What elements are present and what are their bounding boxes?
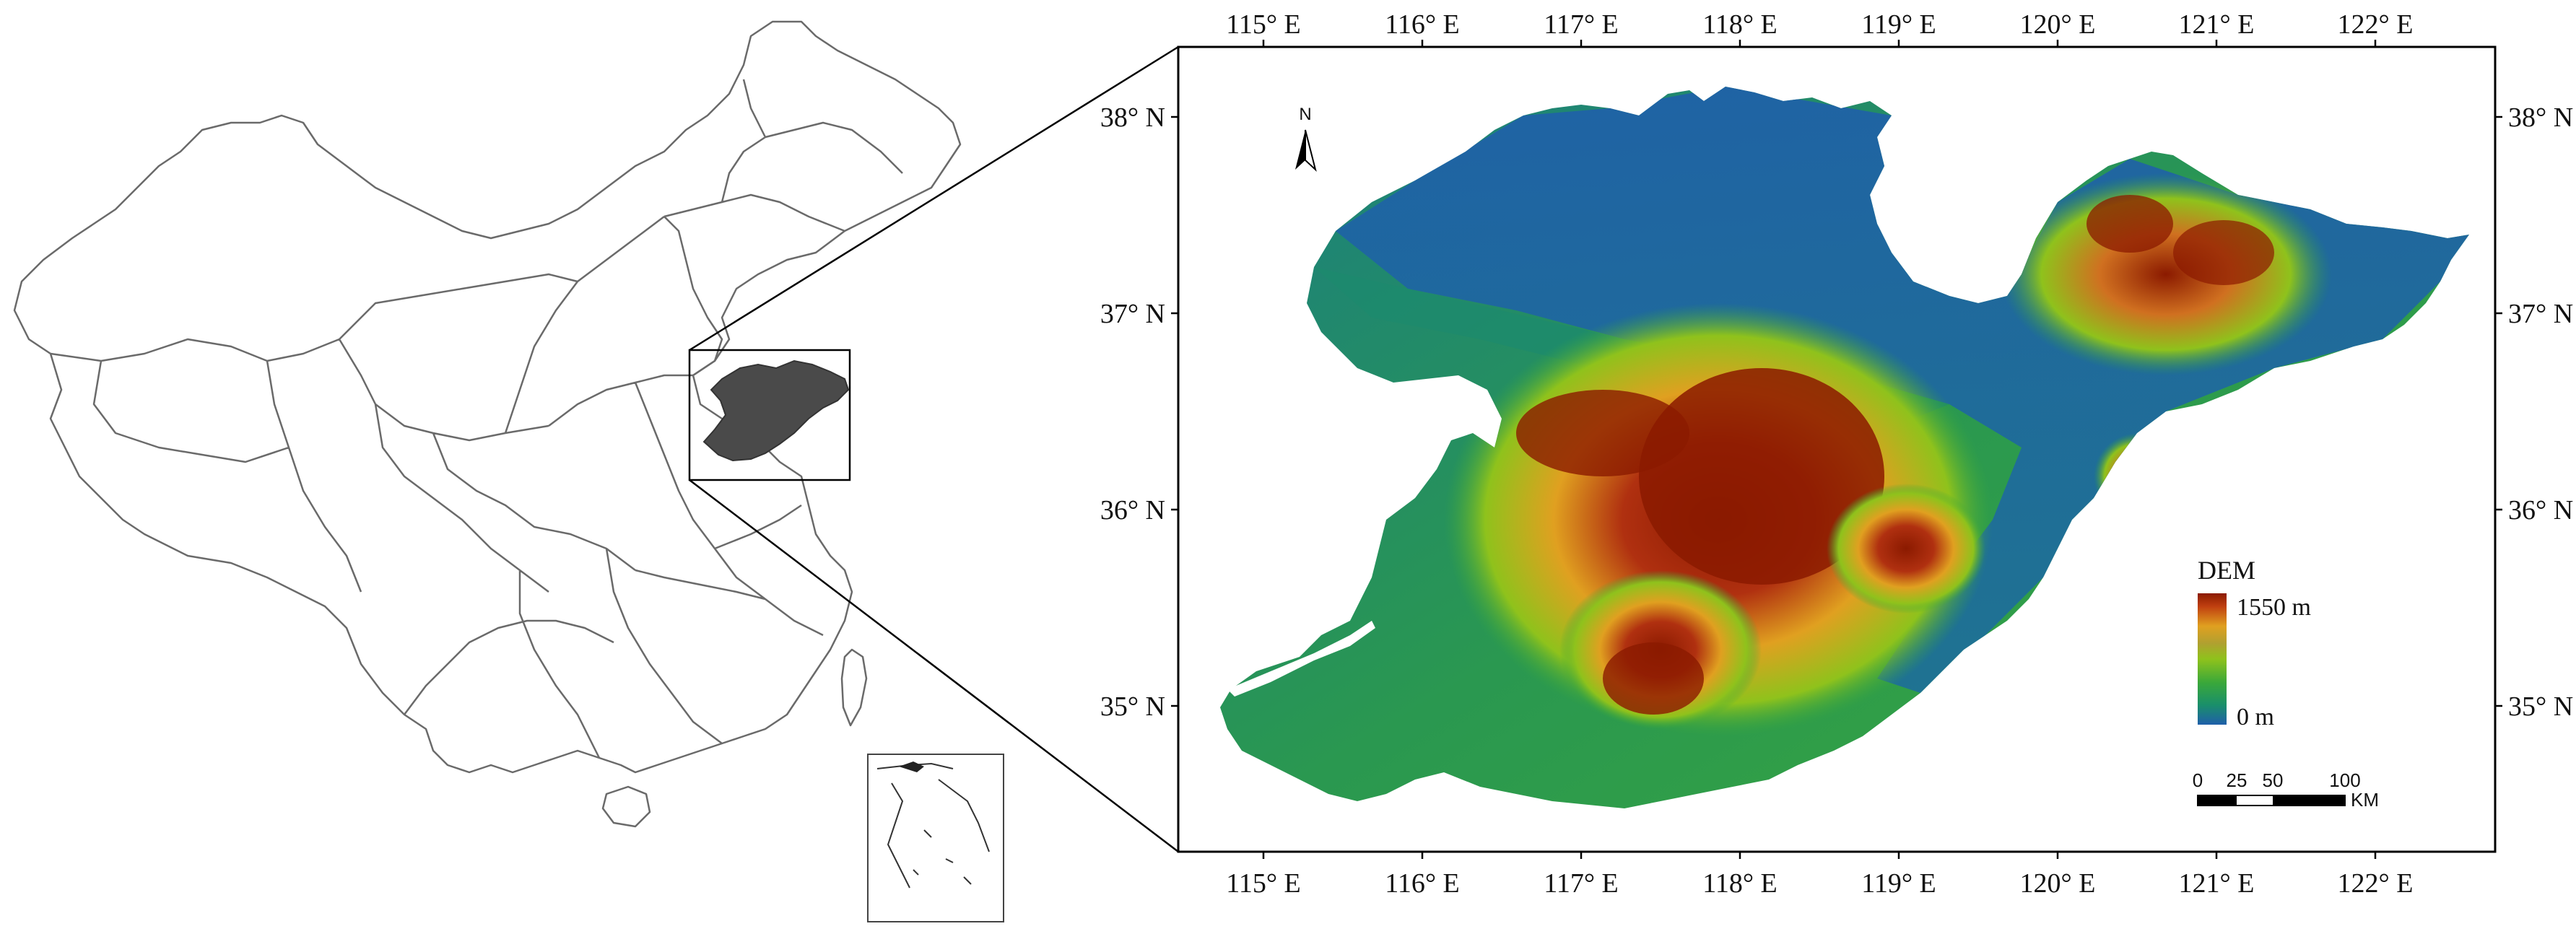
lat-label-right-1: 37° N [2508, 299, 2573, 329]
latitude-labels-left: 38° N 37° N 36° N 35° N [1100, 102, 1165, 722]
dongping-lake [1227, 621, 1375, 697]
lat-label-left-0: 38° N [1100, 102, 1165, 133]
lon-label-top-3: 118° E [1702, 9, 1777, 40]
longitude-labels-top: 115° E 116° E 117° E 118° E 119° E 120° E 121°… [1226, 9, 2413, 40]
lon-label-bottom-4: 119° E [1861, 868, 1936, 899]
lon-label-top-7: 122° E [2338, 9, 2414, 40]
lon-label-bottom-0: 115° E [1226, 868, 1301, 899]
scale-tick-0: 0 [2193, 769, 2203, 791]
lon-label-bottom-3: 118° E [1702, 868, 1777, 899]
latitude-labels-right: 38° N 37° N 36° N 35° N [2508, 102, 2573, 722]
lon-label-bottom-7: 122° E [2338, 868, 2414, 899]
lon-label-bottom-1: 116° E [1385, 868, 1460, 899]
province-borders [50, 79, 903, 759]
scale-tick-100: 100 [2329, 769, 2360, 791]
lon-label-top-0: 115° E [1226, 9, 1301, 40]
shandong-locator-box [688, 349, 851, 481]
legend-color-ramp [2198, 593, 2227, 725]
shandong-dem [1220, 87, 2469, 808]
lon-label-top-4: 119° E [1861, 9, 1936, 40]
shandong-highlight [702, 359, 850, 462]
connector-line-bottom [689, 479, 1179, 852]
scale-unit: KM [2351, 789, 2379, 811]
north-arrow: N [1295, 105, 1317, 173]
hainan-island [601, 785, 651, 828]
lat-label-left-3: 35° N [1100, 691, 1165, 722]
legend-max-label: 1550 m [2237, 594, 2311, 621]
taiwan-island [840, 648, 868, 727]
lon-label-top-5: 120° E [2020, 9, 2096, 40]
lon-label-bottom-2: 117° E [1544, 868, 1619, 899]
lat-label-right-3: 35° N [2508, 691, 2573, 722]
lon-label-top-1: 116° E [1385, 9, 1460, 40]
lon-label-bottom-5: 120° E [2020, 868, 2096, 899]
legend-title: DEM [2198, 556, 2255, 585]
south-china-sea-inset [867, 754, 1004, 922]
dem-legend: DEM 1550 m 0 m [2198, 556, 2311, 730]
lat-label-right-0: 38° N [2508, 102, 2573, 133]
legend-min-label: 0 m [2237, 704, 2274, 730]
lat-label-right-2: 36° N [2508, 495, 2573, 525]
lon-label-top-6: 121° E [2179, 9, 2255, 40]
scale-bar: 0 25 50 100 KM [2193, 769, 2379, 811]
lat-label-left-2: 36° N [1100, 495, 1165, 525]
lat-label-left-1: 37° N [1100, 299, 1165, 329]
longitude-labels-bottom: 115° E 116° E 117° E 118° E 119° E 120° E 121°… [1226, 868, 2413, 899]
scale-tick-50: 50 [2263, 769, 2284, 791]
svg-text:N: N [1299, 105, 1311, 124]
lon-label-bottom-6: 121° E [2179, 868, 2255, 899]
graticule-ticks [1171, 40, 2502, 859]
scale-tick-25: 25 [2227, 769, 2248, 791]
overview-map-china [13, 20, 1004, 922]
china-outline [13, 20, 962, 774]
connector-line-top [689, 45, 1179, 352]
lon-label-top-2: 117° E [1544, 9, 1619, 40]
